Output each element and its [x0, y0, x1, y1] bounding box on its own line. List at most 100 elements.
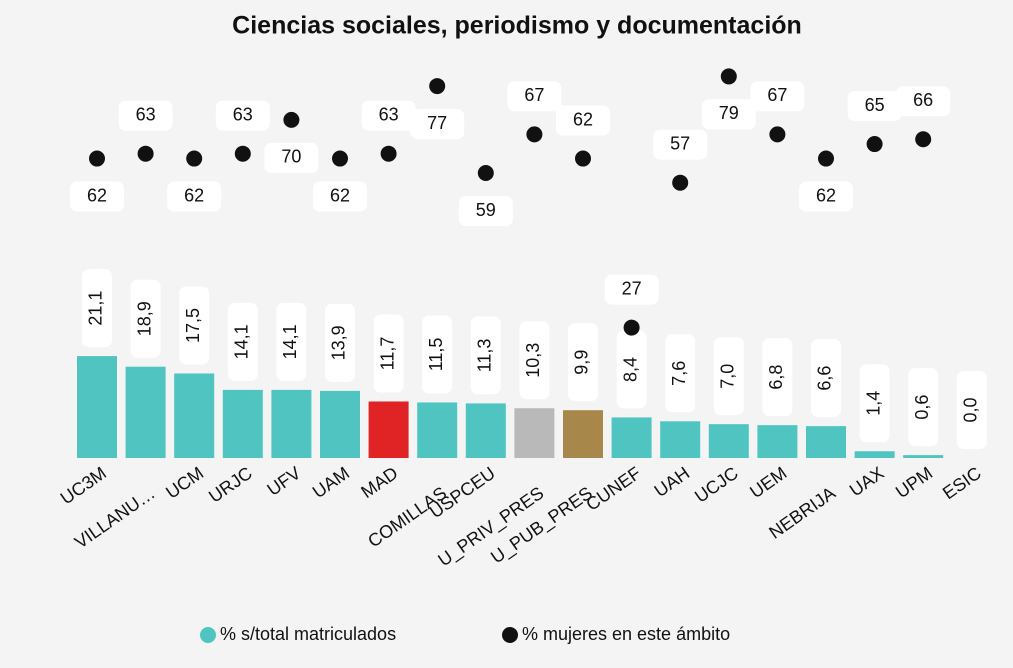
bar — [660, 421, 701, 458]
dot-label: 62 — [184, 185, 204, 205]
bar-label: 0,6 — [912, 395, 932, 420]
bar-label-box — [859, 364, 890, 443]
bar-label: 18,9 — [134, 301, 154, 336]
bar-label-box — [616, 330, 647, 409]
dot-label-box — [410, 109, 465, 140]
bar-label-box — [811, 339, 841, 418]
bar — [368, 401, 409, 458]
dot-label: 27 — [622, 278, 642, 298]
dot — [623, 319, 640, 336]
dot — [283, 111, 300, 128]
bar — [465, 403, 506, 458]
dot-label: 67 — [767, 85, 787, 105]
bar — [222, 389, 263, 458]
dot-label: 62 — [87, 185, 107, 205]
dot-label-box — [556, 105, 610, 136]
bar-label: 6,6 — [815, 366, 835, 391]
bar-label-box — [276, 302, 307, 381]
bar — [757, 425, 798, 458]
legend-marker — [502, 627, 518, 643]
dot — [380, 145, 397, 162]
dot-label: 62 — [573, 109, 593, 129]
bar — [806, 426, 846, 458]
dot-label-box — [604, 274, 659, 305]
dot — [429, 78, 446, 95]
bar-label: 10,3 — [523, 343, 543, 378]
bar-label: 9,9 — [572, 350, 592, 375]
dot — [234, 145, 251, 162]
dot — [137, 145, 154, 162]
dot — [477, 165, 494, 182]
bar — [271, 389, 312, 458]
dot — [915, 131, 932, 148]
dot-label-box — [313, 181, 367, 212]
chart-title: Ciencias sociales, periodismo y document… — [232, 12, 802, 40]
dot — [818, 150, 834, 167]
dot — [769, 126, 786, 143]
bar-label-box — [373, 314, 404, 393]
dot-label-box — [458, 196, 513, 227]
bar-label-box — [227, 302, 258, 381]
bar-label: 14,1 — [232, 324, 252, 359]
bar-label: 7,6 — [669, 361, 689, 386]
bar-label-box — [422, 315, 453, 394]
bar-label: 14,1 — [280, 324, 300, 359]
dot-label-box — [507, 81, 562, 112]
bar-label: 6,8 — [766, 365, 786, 390]
dot-label-box — [896, 86, 951, 117]
dot-label: 66 — [913, 90, 933, 110]
bar — [514, 408, 555, 458]
dot-label: 63 — [379, 104, 399, 124]
dot — [89, 150, 105, 167]
dot-label-box — [361, 100, 416, 131]
dot-label-box — [799, 181, 853, 212]
bar-label-box — [713, 337, 744, 416]
dot — [720, 68, 737, 85]
dot-label-box — [701, 99, 756, 130]
bar — [563, 410, 603, 458]
legend-label: % mujeres en este ámbito — [522, 624, 730, 644]
dot-label-box — [167, 181, 222, 212]
bar-label-box — [130, 279, 161, 358]
dot-label-box — [215, 100, 270, 131]
dot-label: 77 — [427, 113, 447, 133]
dot-label-box — [118, 100, 173, 131]
bar-label: 0,0 — [961, 397, 981, 422]
bar-label-box — [519, 321, 550, 400]
dot-label-box — [750, 81, 805, 112]
bar-label: 11,5 — [426, 338, 446, 372]
dot-label: 63 — [136, 104, 156, 124]
bar-label-box — [568, 323, 598, 402]
dot — [672, 174, 689, 191]
bar-label: 8,4 — [620, 357, 640, 382]
bar-label: 11,3 — [475, 339, 495, 373]
legend-marker — [200, 627, 216, 643]
bar — [903, 455, 944, 458]
bar-label: 11,7 — [377, 337, 397, 371]
bar-label-box — [665, 334, 696, 413]
bar-label-box — [956, 371, 987, 449]
dot-label-box — [847, 91, 902, 122]
bar — [417, 402, 458, 458]
bar-label: 7,0 — [718, 364, 738, 389]
dot-label: 79 — [719, 103, 739, 123]
dot-label: 67 — [524, 85, 544, 105]
bar-label-box — [179, 286, 210, 365]
bar — [854, 451, 895, 458]
dot — [332, 150, 348, 167]
dot-label-box — [70, 181, 124, 212]
legend: % s/total matriculados % mujeres en este … — [200, 624, 730, 644]
bar-label: 21,1 — [86, 291, 106, 326]
dot-label: 65 — [865, 95, 885, 115]
bar — [174, 373, 215, 458]
dot-label: 70 — [281, 147, 301, 167]
bar-label-box — [908, 368, 939, 447]
dot — [866, 136, 883, 153]
dot-label: 62 — [816, 185, 836, 205]
bar-label: 17,5 — [183, 308, 203, 343]
dot-label: 63 — [233, 104, 253, 124]
dot-label-box — [653, 129, 708, 160]
bar-label: 1,4 — [863, 391, 883, 416]
bar — [708, 424, 749, 458]
